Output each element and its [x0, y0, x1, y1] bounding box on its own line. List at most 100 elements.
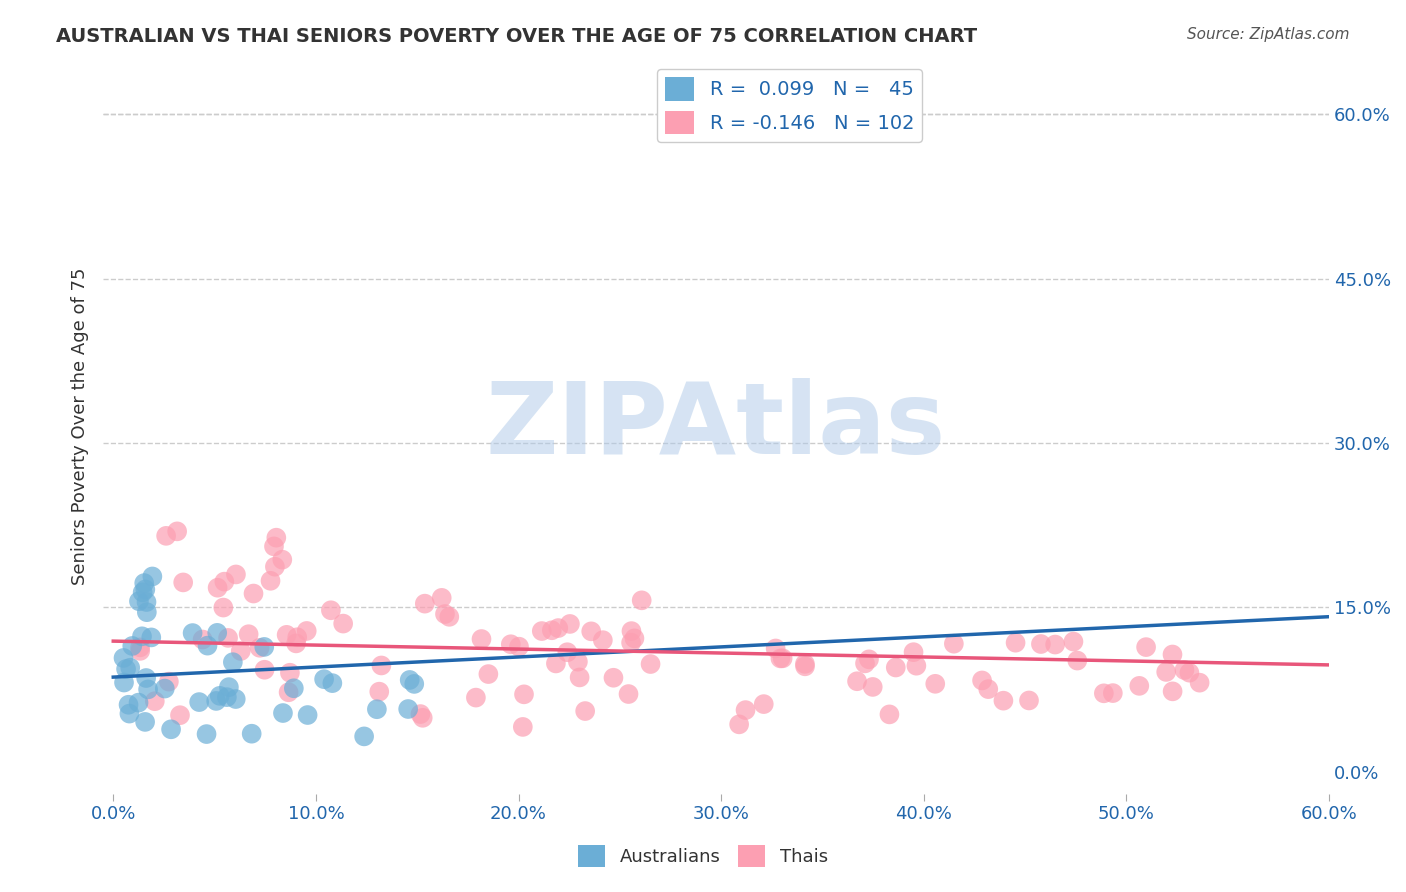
Point	[295, 624, 318, 638]
Point	[181, 626, 204, 640]
Point	[115, 662, 138, 676]
Point	[903, 645, 925, 659]
Legend: R =  0.099   N =   45, R = -0.146   N = 102: R = 0.099 N = 45, R = -0.146 N = 102	[657, 70, 922, 142]
Point	[314, 672, 336, 686]
Point	[169, 708, 191, 723]
Point	[153, 681, 176, 696]
Point	[191, 632, 214, 647]
Point	[240, 727, 263, 741]
Point	[205, 625, 228, 640]
Point	[794, 659, 817, 673]
Point	[157, 674, 180, 689]
Point	[409, 707, 432, 722]
Point	[277, 685, 299, 699]
Point	[846, 674, 869, 689]
Point	[752, 697, 775, 711]
Point	[321, 676, 343, 690]
Point	[794, 657, 817, 671]
Point	[135, 595, 157, 609]
Point	[1029, 637, 1052, 651]
Point	[285, 636, 308, 650]
Point	[977, 682, 1000, 697]
Point	[464, 690, 486, 705]
Point	[1018, 693, 1040, 707]
Point	[160, 723, 183, 737]
Point	[259, 574, 281, 588]
Point	[592, 633, 614, 648]
Point	[617, 687, 640, 701]
Point	[136, 682, 159, 697]
Point	[734, 703, 756, 717]
Point	[212, 600, 235, 615]
Point	[993, 694, 1015, 708]
Point	[120, 661, 142, 675]
Point	[544, 657, 567, 671]
Point	[574, 704, 596, 718]
Point	[134, 714, 156, 729]
Point	[1161, 684, 1184, 698]
Text: ZIPAtlas: ZIPAtlas	[486, 378, 946, 475]
Point	[513, 687, 536, 701]
Point	[853, 657, 876, 671]
Point	[477, 667, 499, 681]
Point	[1092, 686, 1115, 700]
Point	[905, 658, 928, 673]
Point	[1178, 665, 1201, 680]
Point	[1062, 634, 1084, 648]
Point	[297, 708, 319, 723]
Text: Source: ZipAtlas.com: Source: ZipAtlas.com	[1187, 27, 1350, 42]
Point	[134, 582, 156, 597]
Point	[253, 640, 276, 654]
Point	[112, 675, 135, 690]
Point	[623, 632, 645, 646]
Point	[117, 698, 139, 712]
Point	[229, 644, 252, 658]
Point	[222, 655, 245, 669]
Point	[283, 681, 305, 696]
Point	[499, 637, 522, 651]
Point	[253, 663, 276, 677]
Point	[217, 631, 239, 645]
Point	[508, 640, 530, 654]
Point	[769, 651, 792, 665]
Point	[207, 581, 229, 595]
Point	[942, 637, 965, 651]
Point	[530, 624, 553, 638]
Point	[879, 707, 901, 722]
Point	[970, 673, 993, 688]
Point	[370, 658, 392, 673]
Point	[439, 610, 461, 624]
Point	[1161, 648, 1184, 662]
Point	[579, 624, 602, 639]
Point	[398, 673, 420, 687]
Point	[266, 531, 288, 545]
Point	[166, 524, 188, 539]
Point	[238, 627, 260, 641]
Y-axis label: Seniors Poverty Over the Age of 75: Seniors Poverty Over the Age of 75	[72, 268, 89, 585]
Point	[404, 677, 426, 691]
Point	[470, 632, 492, 646]
Point	[118, 706, 141, 721]
Point	[555, 645, 578, 659]
Point	[263, 540, 285, 554]
Legend: Australians, Thais: Australians, Thais	[571, 838, 835, 874]
Point	[129, 644, 152, 658]
Point	[143, 694, 166, 708]
Point	[205, 694, 228, 708]
Point	[128, 594, 150, 608]
Point	[368, 684, 391, 698]
Point	[858, 652, 880, 666]
Point	[512, 720, 534, 734]
Point	[242, 586, 264, 600]
Text: AUSTRALIAN VS THAI SENIORS POVERTY OVER THE AGE OF 75 CORRELATION CHART: AUSTRALIAN VS THAI SENIORS POVERTY OVER …	[56, 27, 977, 45]
Point	[1154, 665, 1177, 679]
Point	[197, 639, 219, 653]
Point	[430, 591, 453, 605]
Point	[134, 576, 156, 591]
Point	[540, 624, 562, 638]
Point	[141, 569, 163, 583]
Point	[558, 616, 581, 631]
Point	[1188, 675, 1211, 690]
Point	[121, 639, 143, 653]
Point	[218, 680, 240, 694]
